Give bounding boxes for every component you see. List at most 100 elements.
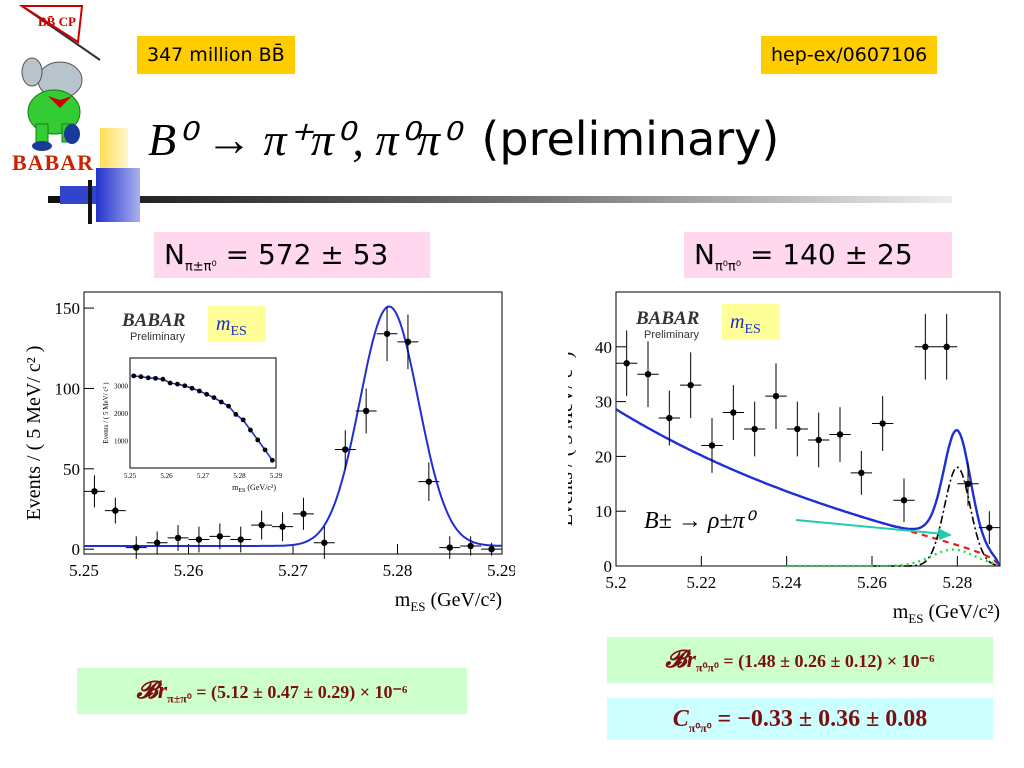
elephant-mascot-icon: BB̄ CP [18, 5, 101, 151]
data-point [829, 407, 851, 462]
data-point [680, 352, 702, 419]
y-tick-label: 10 [595, 502, 612, 521]
inset-data-marker [211, 395, 217, 400]
y-tick-label: 0 [72, 540, 81, 559]
y-tick-label: 30 [595, 393, 612, 412]
decor-square-blue-small [60, 186, 96, 204]
x-tick-label: 5.24 [772, 573, 802, 592]
inset-y-tick-label: 3000 [114, 383, 129, 391]
data-marker [488, 545, 495, 553]
data-marker [708, 442, 716, 449]
inset-data-marker [138, 374, 144, 380]
data-marker [794, 425, 801, 433]
data-marker [195, 536, 203, 543]
plot-frame [615, 291, 1001, 567]
variable-label-box [208, 306, 266, 342]
title-underline [48, 196, 952, 203]
data-marker [174, 534, 182, 542]
data-point [209, 523, 231, 550]
data-marker [900, 497, 908, 504]
data-point [850, 450, 872, 495]
data-marker [425, 478, 433, 485]
inset-x-tick-label: 5.26 [160, 472, 173, 480]
data-marker [666, 414, 673, 422]
babar-logo: BB̄ CP [2, 0, 110, 188]
inset-y-tick-label: 2000 [114, 410, 129, 418]
inset-x-tick-label: 5.28 [233, 472, 246, 480]
inset-x-axis-label: mES (GeV/c²) [232, 483, 276, 494]
data-point [313, 526, 335, 559]
data-marker [623, 360, 630, 367]
data-point [808, 412, 830, 468]
data-point [355, 388, 377, 434]
fit-curve-total [84, 305, 502, 547]
y-tick-label: 100 [55, 379, 81, 398]
variable-label-box [722, 304, 780, 340]
x-tick-label: 5.29 [487, 561, 515, 580]
data-point [397, 314, 419, 370]
data-marker [964, 480, 972, 487]
data-marker [467, 542, 474, 550]
fit-curve-peaking [872, 466, 1000, 567]
yield-right-box: Nπ⁰π⁰ = 140 ± 25 [684, 232, 952, 278]
arxiv-tag: hep-ex/0607106 [761, 36, 938, 74]
inset-data-marker [131, 373, 137, 379]
data-marker [986, 524, 993, 531]
y-tick-label: 40 [595, 338, 612, 357]
inset-x-tick-label: 5.29 [270, 472, 283, 480]
data-point [701, 418, 723, 473]
title-formula: B⁰ → π⁺π⁰, π⁰π⁰ [148, 114, 459, 165]
inset-y-tick-label: 1000 [114, 438, 129, 446]
x-tick-label: 5.22 [686, 573, 716, 592]
data-point [744, 401, 766, 457]
fit-curve-total [615, 408, 1001, 566]
inset-data-marker [175, 381, 180, 387]
yield-left-box: Nπ±π⁰ = 572 ± 53 [154, 232, 430, 278]
inset-data-marker [204, 391, 210, 397]
inset-data-marker [255, 437, 261, 443]
x-axis-label: mES (GeV/c²) [395, 589, 502, 614]
x-tick-label: 5.2 [605, 573, 626, 592]
x-tick-label: 5.25 [69, 561, 99, 580]
y-axis-label: Events / ( 5 MeV/ c² ) [568, 352, 577, 527]
inset-data-marker [153, 375, 158, 381]
title-suffix: (preliminary) [481, 112, 780, 166]
inset-frame [129, 357, 277, 469]
inset-x-tick-label: 5.25 [124, 472, 137, 480]
inset-data-marker [233, 411, 239, 417]
inset-data-marker [262, 447, 268, 453]
data-point [616, 330, 638, 397]
data-marker [815, 436, 822, 444]
data-point [722, 385, 744, 440]
data-point [936, 313, 958, 380]
data-marker [404, 338, 412, 346]
data-point [765, 363, 787, 429]
svg-text:BB̄ CP: BB̄ CP [38, 14, 76, 29]
data-marker [153, 539, 161, 546]
data-point [786, 401, 808, 457]
preliminary-label: Preliminary [644, 329, 700, 341]
inset-data-marker [196, 388, 202, 394]
data-marker [879, 420, 886, 427]
inset-y-axis-label: Events / ( 5 MeV/ c² ) [102, 382, 110, 444]
data-marker [112, 507, 119, 514]
inset-data-marker [269, 457, 275, 463]
page-title: B⁰ → π⁺π⁰, π⁰π⁰ (preliminary) [148, 112, 779, 182]
data-point [637, 341, 659, 408]
data-marker [342, 446, 349, 453]
data-marker [258, 521, 265, 529]
mes-chart-pi-zero-pi-zero: 5.2 5.22 5.24 5.26 5.28 0 10 20 30 40 mES (GeV/c²)… [568, 291, 1001, 626]
x-tick-label: 5.26 [857, 573, 887, 592]
data-point [84, 475, 105, 508]
data-point [104, 497, 126, 524]
decor-square-blue [96, 168, 140, 222]
data-point [418, 462, 440, 501]
data-point [439, 536, 461, 559]
data-marker [446, 544, 453, 551]
data-point [481, 542, 502, 556]
inset-data-marker [145, 375, 151, 381]
y-tick-label: 50 [63, 460, 80, 479]
x-tick-label: 5.26 [174, 561, 204, 580]
data-marker [91, 488, 98, 495]
data-marker [237, 536, 244, 543]
